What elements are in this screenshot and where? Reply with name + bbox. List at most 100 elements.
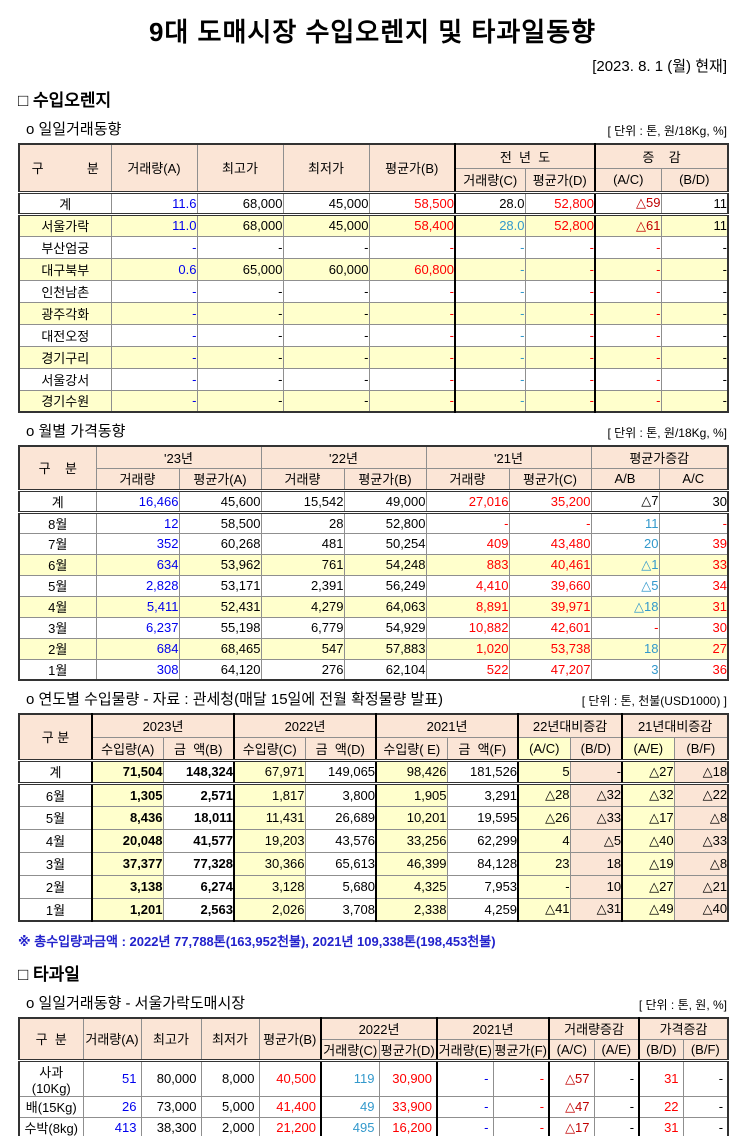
table-cell: -: [436, 1058, 494, 1097]
row-label: 경기구리: [18, 345, 112, 369]
table-cell: -: [196, 323, 284, 347]
table-cell: 58,500: [178, 511, 262, 534]
row-label: 배(15Kg): [18, 1095, 84, 1118]
table-cell: -: [590, 616, 660, 639]
table-cell: 52,800: [524, 190, 596, 216]
table-cell: 62,299: [446, 828, 519, 853]
table-cell: 37,377: [91, 851, 164, 876]
th-avg-d: 평균가(D): [378, 1038, 438, 1061]
th-avg-c: 평균가(C): [508, 467, 592, 491]
table-cell: -: [282, 279, 370, 303]
table-cell: 883: [425, 553, 510, 576]
table-cell: △27: [621, 758, 675, 785]
subtitle-other-fruit: o 일일거래동향 - 서울가락도매시장: [26, 995, 246, 1012]
table-cell: -: [368, 301, 456, 325]
th-year-22-group: '22년: [260, 445, 427, 469]
table-cell: -: [110, 345, 198, 369]
table-cell: -: [682, 1095, 729, 1118]
table-cell: 2,000: [200, 1116, 260, 1136]
table-cell: 2,828: [95, 574, 180, 597]
table-cell: 47,207: [508, 658, 592, 681]
table-cell: 26,689: [304, 805, 377, 830]
th-ae: (A/E): [593, 1038, 640, 1061]
table-cell: △21: [673, 874, 729, 899]
row-label: 5월: [18, 805, 93, 830]
table-cell: 1,905: [375, 782, 448, 807]
th-amount-f: 금 액(F): [446, 736, 519, 761]
table-row: 4월 20,048 41,577 19,203 43,576 33,256 62,299 4 △…: [18, 828, 729, 853]
table-cell: 481: [260, 532, 345, 555]
table-cell: -: [660, 235, 729, 259]
table-cell: -: [682, 1116, 729, 1136]
row-label: 4월: [18, 828, 93, 853]
row-label: 사과(10Kg): [18, 1058, 84, 1097]
table-row: 5월 2,828 53,171 2,391 56,249 4,410 39,660 △5 34: [18, 574, 729, 597]
table-cell: 53,962: [178, 553, 262, 576]
table-cell: -: [660, 301, 729, 325]
table-cell: -: [454, 301, 526, 325]
table-cell: △1: [590, 553, 660, 576]
table-cell: 10,201: [375, 805, 448, 830]
table-cell: -: [282, 235, 370, 259]
table-cell: -: [368, 367, 456, 391]
table-cell: 5,000: [200, 1095, 260, 1118]
table-cell: 149,065: [304, 758, 377, 785]
table-cell: 5,411: [95, 595, 180, 618]
table-cell: 11: [660, 190, 729, 216]
th-volume-a: 거래량(A): [82, 1017, 142, 1061]
table-cell: 27,016: [425, 488, 510, 514]
table-cell: △22: [673, 782, 729, 807]
th-2022-group: 2022년: [319, 1017, 438, 1040]
table-cell: -: [594, 367, 662, 391]
table-cell: 3,138: [91, 874, 164, 899]
table-cell: 54,929: [343, 616, 427, 639]
daily-trade-table: 구 분 거래량(A) 최고가 최저가 평균가(B) 전 년 도 증 감 거래량(…: [18, 143, 730, 413]
table-cell: -: [196, 389, 284, 413]
table-cell: △40: [621, 828, 675, 853]
table-cell: 65,613: [304, 851, 377, 876]
th-gubun: 구 분: [18, 713, 93, 761]
table-row: 1월 1,201 2,563 2,026 3,708 2,338 4,259 △41 △31 △4…: [18, 897, 729, 922]
table-cell: 547: [260, 637, 345, 660]
th-amount-b: 금 액(B): [162, 736, 235, 761]
table-cell: -: [658, 511, 729, 534]
table-cell: 53,738: [508, 637, 592, 660]
table-row: 8월 12 58,500 28 52,800- -11-: [18, 511, 729, 534]
table-cell: -: [524, 257, 596, 281]
row-label: 서울가락: [18, 213, 112, 237]
table-cell: 45,600: [178, 488, 262, 514]
table-cell: -: [454, 279, 526, 303]
row-label: 경기수원: [18, 389, 112, 413]
table-cell: 60,800: [368, 257, 456, 281]
table-cell: △19: [621, 851, 675, 876]
table-cell: -: [524, 301, 596, 325]
subrow-daily-trade: o 일일거래동향 [ 단위 : 톤, 원/18Kg, %]: [18, 118, 727, 139]
table-cell: 38,300: [140, 1116, 202, 1136]
th-ac: (A/C): [594, 167, 662, 193]
table-cell: -: [436, 1095, 494, 1118]
table-cell: 30: [658, 488, 729, 514]
table-cell: △57: [548, 1058, 595, 1097]
table-cell: 30,900: [378, 1058, 438, 1097]
table-cell: 39: [658, 532, 729, 555]
table-row: 수박(8kg) 413 38,300 2,000 21,200 495 16,200- - △1…: [18, 1116, 729, 1136]
row-label: 수박(8kg): [18, 1116, 84, 1136]
table-cell: 68,000: [196, 190, 284, 216]
th-2023-group: 2023년: [90, 713, 235, 738]
table-cell: 46,399: [375, 851, 448, 876]
table-cell: 73,000: [140, 1095, 202, 1118]
table-cell: 308: [95, 658, 180, 681]
table-cell: 684: [95, 637, 180, 660]
table-row: 2월 3,138 6,274 3,128 5,680 4,325 7,953-10 △27 △2…: [18, 874, 729, 899]
table-cell: 52,800: [343, 511, 427, 534]
table-cell: 40,500: [258, 1058, 322, 1097]
row-label: 4월: [18, 595, 97, 618]
table-cell: 10: [569, 874, 623, 899]
row-label: 계: [18, 190, 112, 216]
table-cell: 4: [517, 828, 571, 853]
table-row: 4월 5,411 52,431 4,279 64,063 8,891 39,971 △18 31: [18, 595, 729, 618]
table-cell: 2,338: [375, 897, 448, 922]
table-cell: 54,248: [343, 553, 427, 576]
table-cell: -: [196, 235, 284, 259]
table-cell: 68,465: [178, 637, 262, 660]
